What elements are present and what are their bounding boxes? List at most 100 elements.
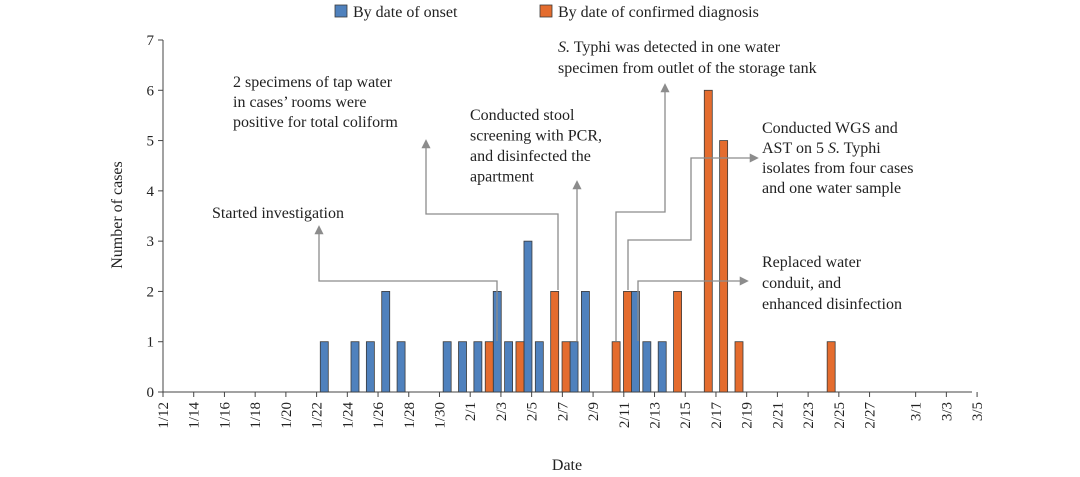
bar-diagnosis [673,291,682,393]
annotation-text-run: in cases’ rooms were [233,94,366,111]
annotation-text-run: positive for total coliform [233,114,398,131]
bar-onset [319,341,329,393]
legend-swatch-diagnosis [539,4,553,18]
bar-diagnosis [734,341,744,393]
annotation-text-run: AST on 5 [762,140,828,157]
bar-onset [581,291,590,393]
x-tick-label: 3/5 [970,402,986,421]
x-tick-label: 1/12 [156,402,172,429]
x-tick-label: 1/26 [371,402,387,429]
annotation-text-run: enhanced disinfection [762,296,902,313]
x-tick-label: 2/27 [863,402,879,429]
bar-onset [523,240,533,393]
bar-diagnosis [484,341,494,393]
x-tick-label: 1/14 [187,402,203,429]
x-tick-label: 2/19 [740,402,756,429]
bar-onset [642,341,652,393]
x-tick-label: 2/11 [617,402,633,428]
annotation-line: specimen from outlet of the storage tank [558,60,817,77]
annotation-line: in cases’ rooms were [233,94,366,111]
y-tick-label: 0 [147,385,155,401]
annotation-line: Started investigation [212,205,344,222]
annotation-text-run: Started investigation [212,205,344,222]
annotation-line: isolates from four cases [762,160,914,177]
legend-label-onset: By date of onset [353,4,458,21]
x-tick-label: 2/1 [463,402,479,421]
annotation-stool-screening: Conducted stool screening with PCR, and di… [470,107,602,186]
x-tick-label: 1/28 [402,402,418,429]
x-tick-label: 3/1 [909,402,925,421]
annotation-line: AST on 5 S. Typhi [762,140,881,157]
annotation-text-run: Typhi [840,140,881,157]
bars [319,89,836,393]
bar-diagnosis [826,341,836,393]
annotation-wgs-ast: Conducted WGS and AST on 5 S. Typhi isolat… [762,120,914,197]
y-ticks: 0 1 2 3 4 5 6 7 [147,33,163,401]
bar-diagnosis [561,341,571,393]
x-tick-label: 2/21 [770,402,786,429]
x-axis: 1/12 1/14 1/16 1/18 1/20 1/22 1/24 1/26 1/28 1/30… [156,391,986,429]
annotation-text-run: apartment [470,169,535,186]
annotation-line: and one water sample [762,180,901,197]
y-tick-label: 5 [147,134,155,150]
bar-diagnosis [515,341,525,393]
annotation-line: S. Typhi was detected in one water [558,39,781,56]
arrow-typhi-detected [615,83,670,341]
bar-onset [569,341,579,393]
arrow-started-investigation [314,225,498,341]
x-tick-label: 1/16 [217,402,233,429]
annotation-text-run: and one water sample [762,180,901,197]
y-axis-title: Number of cases [109,161,126,269]
bar-onset [396,341,406,393]
arrow-replaced-conduit [637,276,749,341]
annotation-text-run: Typhi was detected in one water [570,39,781,56]
x-tick-label: 2/13 [648,402,664,429]
bar-onset [458,341,467,393]
x-ticks: 1/12 1/14 1/16 1/18 1/20 1/22 1/24 1/26 1/28 1/30… [156,392,986,429]
annotation-line: screening with PCR, [470,128,602,145]
legend-swatch-onset [334,4,348,18]
annotation-line: and disinfected the [470,148,591,165]
annotations: Started investigation 2 specimens of tap … [212,39,914,313]
y-tick-label: 4 [147,184,155,200]
annotation-text-run: conduit, and [762,275,841,292]
x-axis-title: Date [552,457,582,474]
y-tick-label: 2 [147,284,155,300]
annotation-text-run: screening with PCR, [470,128,602,145]
x-tick-label: 1/30 [432,402,448,429]
bar-onset [365,341,375,393]
arrow-tap-water [421,139,559,290]
x-tick-label: 2/17 [709,402,725,429]
annotation-arrows [314,83,759,341]
annotation-replaced-conduit: Replaced water conduit, and enhanced disin… [762,254,902,313]
annotation-text-run: Conducted stool [470,107,575,124]
x-tick-label: 2/15 [678,402,694,429]
y-tick-label: 3 [147,234,155,250]
bar-diagnosis [623,291,632,393]
legend-label-diagnosis: By date of confirmed diagnosis [558,4,759,21]
arrow-wgs-ast [627,153,759,290]
x-tick-label: 2/3 [494,402,510,421]
y-tick-label: 6 [147,83,155,99]
x-tick-label: 2/7 [555,402,571,422]
x-tick-label: 1/20 [279,402,295,429]
annotation-line: Conducted stool [470,107,575,124]
bar-diagnosis [703,89,713,393]
bar-onset [504,341,514,393]
y-axis: 0 1 2 3 4 5 6 7 [147,33,164,401]
annotation-text-run: isolates from four cases [762,160,914,177]
annotation-text-run: S. [558,39,570,56]
y-tick-label: 7 [147,33,155,49]
bar-onset [442,341,452,393]
annotation-text-run: S. [828,140,840,157]
x-tick-label: 2/9 [586,402,602,421]
annotation-line: positive for total coliform [233,114,398,131]
y-tick-label: 1 [147,335,155,351]
annotation-line: enhanced disinfection [762,296,902,313]
bar-onset [350,341,360,393]
x-tick-label: 2/25 [832,402,848,429]
bar-onset [657,341,667,393]
annotation-text-run: and disinfected the [470,148,591,165]
annotation-line: conduit, and [762,275,841,292]
